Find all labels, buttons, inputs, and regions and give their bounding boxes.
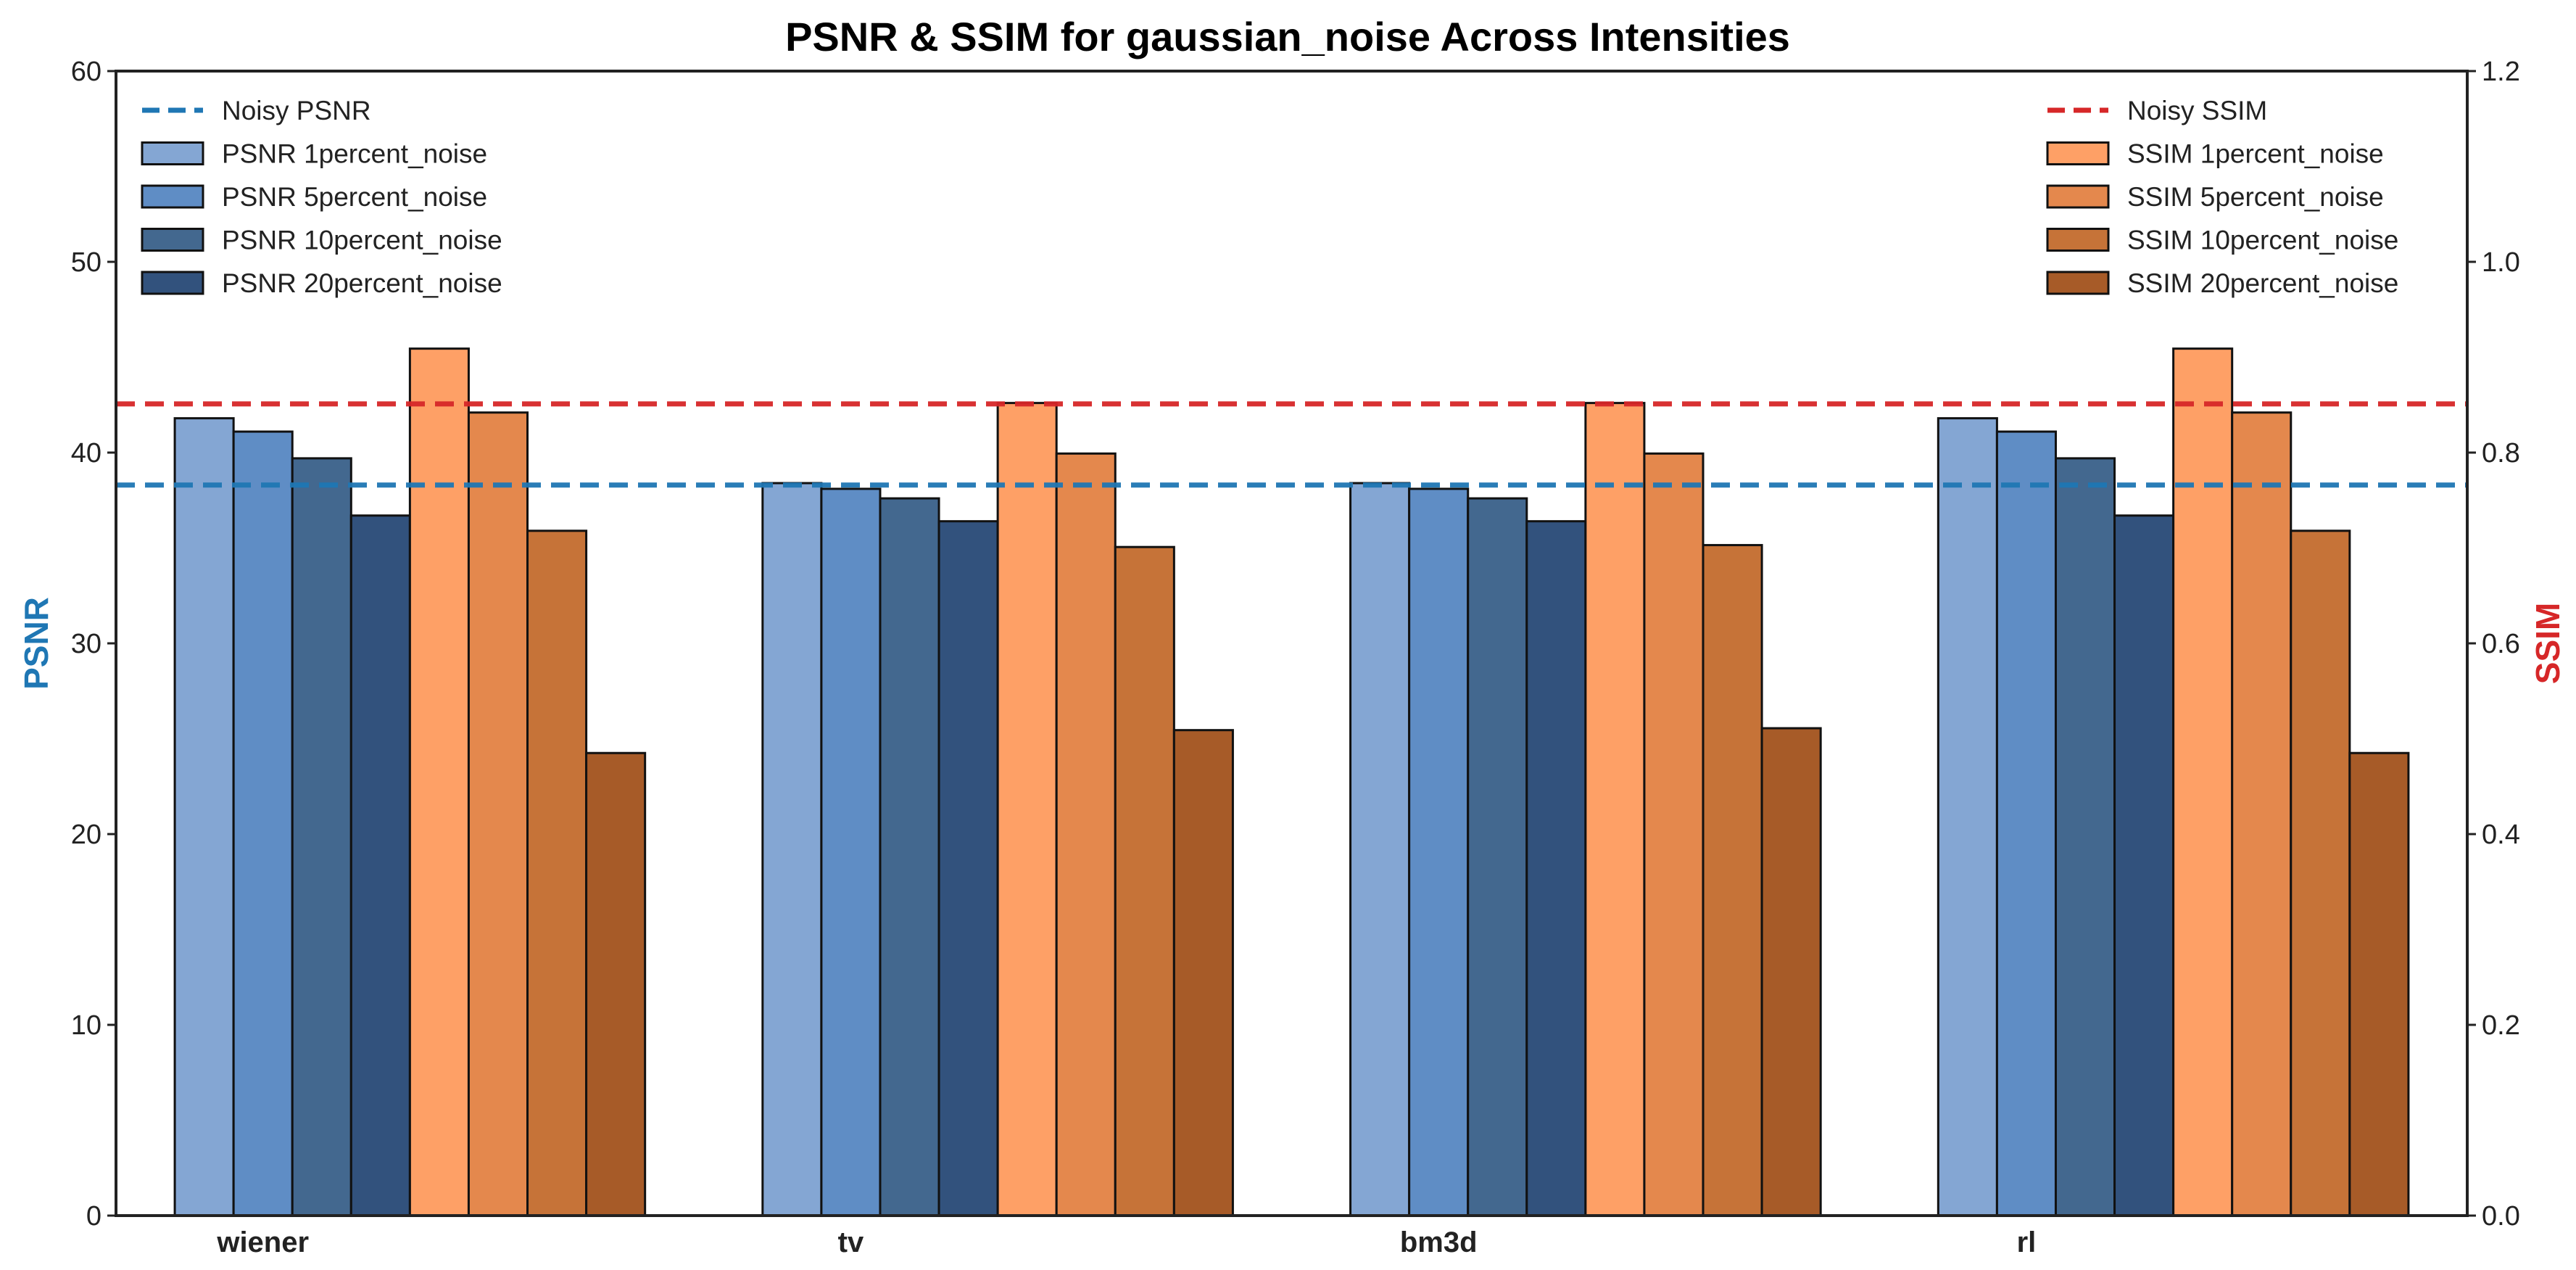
bar-tv-4 [996, 402, 1058, 1217]
legend-entry-label: Noisy PSNR [222, 96, 371, 125]
right-tick-label: 0.6 [2482, 629, 2520, 659]
legend-entry-label: SSIM 1percent_noise [2127, 139, 2384, 169]
bar-wiener-1 [232, 430, 294, 1217]
bar-bm3d-7 [1760, 727, 1822, 1217]
bar-wiener-3 [349, 514, 411, 1217]
legend-swatch [2046, 228, 2110, 252]
legend-entry-label: SSIM 10percent_noise [2127, 226, 2398, 255]
legend-swatch [2046, 184, 2110, 209]
left-axis-ticks: 0 10 20 30 40 50 60 [71, 57, 116, 1232]
legend-entry-label: PSNR 5percent_noise [222, 182, 487, 212]
legend-entry-label: PSNR 10percent_noise [222, 226, 502, 255]
right-tick-label: 0.4 [2482, 820, 2520, 850]
bar-bm3d-5 [1643, 452, 1705, 1217]
right-tick-label: 1.0 [2482, 247, 2520, 278]
bar-rl-1 [1995, 430, 2057, 1217]
chart-title: PSNR & SSIM for gaussian_noise Across In… [785, 14, 1790, 59]
legend-entry-label: PSNR 1percent_noise [222, 139, 487, 169]
bar-bm3d-0 [1349, 482, 1411, 1217]
legend-entry-label: SSIM 5percent_noise [2127, 182, 2384, 212]
bar-bm3d-3 [1525, 520, 1587, 1217]
legend-psnr: Noisy PSNR PSNR 1percent_noise PSNR 5perce… [141, 96, 502, 298]
legend-entry-label: SSIM 20percent_noise [2127, 268, 2398, 298]
category-labels: wiener tv bm3d rl [216, 1226, 2036, 1258]
left-tick-label: 40 [71, 438, 102, 469]
bar-wiener-2 [291, 457, 352, 1217]
bars-layer [173, 347, 2410, 1217]
bar-tv-7 [1172, 729, 1234, 1217]
legend-ssim: Noisy SSIM SSIM 1percent_noise SSIM 5perce… [2046, 96, 2398, 298]
legend-entry-label: PSNR 20percent_noise [222, 268, 502, 298]
bar-rl-0 [1937, 417, 1998, 1217]
right-tick-label: 0.0 [2482, 1201, 2520, 1232]
bar-wiener-0 [173, 417, 235, 1217]
left-tick-label: 10 [71, 1010, 102, 1041]
bar-bm3d-6 [1702, 544, 1763, 1217]
bar-wiener-5 [467, 411, 529, 1217]
bar-tv-1 [820, 487, 882, 1217]
bar-tv-3 [937, 520, 999, 1217]
legend-swatch [141, 228, 204, 252]
category-label-tv: tv [838, 1226, 864, 1258]
legend-swatch [141, 184, 204, 209]
legend-swatch [2046, 141, 2110, 165]
category-label-wiener: wiener [216, 1226, 309, 1258]
bar-bm3d-1 [1408, 487, 1470, 1217]
bar-tv-5 [1055, 452, 1117, 1217]
left-tick-label: 50 [71, 247, 102, 278]
right-tick-label: 0.8 [2482, 438, 2520, 469]
left-tick-label: 0 [86, 1201, 102, 1232]
left-axis-label: PSNR [17, 597, 55, 690]
right-tick-label: 0.2 [2482, 1010, 2520, 1041]
bar-wiener-7 [585, 751, 647, 1217]
legend-swatch [2046, 271, 2110, 295]
bar-rl-4 [2172, 347, 2234, 1217]
legend-entry-label: Noisy SSIM [2127, 96, 2267, 125]
bar-bm3d-4 [1584, 402, 1646, 1217]
reference-lines-layer [116, 401, 2467, 488]
right-axis-ticks: 0.0 0.2 0.4 0.6 0.8 1.0 1.2 [2467, 57, 2520, 1232]
category-label-bm3d: bm3d [1400, 1226, 1478, 1258]
left-tick-label: 20 [71, 820, 102, 850]
left-tick-label: 30 [71, 629, 102, 659]
bar-rl-5 [2231, 411, 2293, 1217]
right-axis-label: SSIM [2529, 603, 2567, 684]
bar-rl-3 [2113, 514, 2175, 1217]
bar-rl-7 [2348, 751, 2410, 1217]
left-tick-label: 60 [71, 57, 102, 87]
bar-rl-2 [2054, 457, 2116, 1217]
legend-swatch [141, 271, 204, 295]
bar-wiener-4 [408, 347, 470, 1217]
bar-wiener-6 [526, 529, 588, 1217]
bar-rl-6 [2290, 529, 2351, 1217]
bar-tv-2 [879, 497, 940, 1217]
legend-swatch [141, 141, 204, 165]
bar-bm3d-2 [1467, 497, 1528, 1217]
bar-tv-0 [761, 482, 823, 1217]
right-tick-label: 1.2 [2482, 57, 2520, 87]
bar-tv-6 [1114, 545, 1175, 1217]
category-label-rl: rl [2017, 1226, 2037, 1258]
